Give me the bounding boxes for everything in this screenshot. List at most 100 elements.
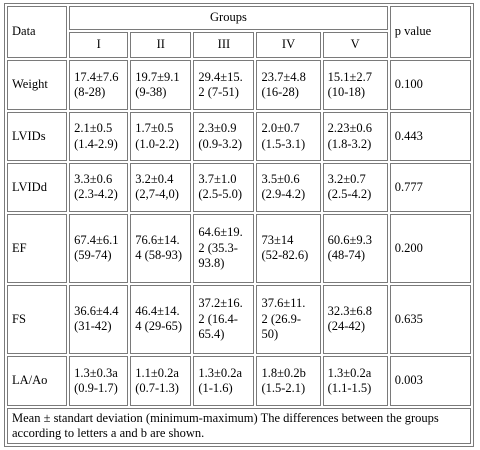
cell-line: (48-74) <box>327 248 366 263</box>
group-cell: 3.2±0.4 (2,7-4,0) <box>130 163 192 212</box>
cell-line: 29.4±15. <box>198 69 243 84</box>
group-cell: 37.6±11. 2 (26.9- 50) <box>256 284 321 354</box>
row-label: LA/Ao <box>7 355 68 407</box>
cell-line: 2.0±0.7 <box>261 121 300 136</box>
cell-line: 2 (26.9- <box>261 311 302 326</box>
cell-line: 1.1±0.2a <box>135 365 179 380</box>
row-label: LVIDs <box>7 112 68 162</box>
data-table: Data Groups p value I II III IV V Weight… <box>4 3 474 447</box>
cell-line: (52-82.6) <box>261 248 309 263</box>
cell-line: (1.8-3.2) <box>327 136 372 151</box>
group-cell: 3.5±0.6 (2.9-4.2) <box>256 163 321 212</box>
cell-line: (1.1-1.5) <box>327 381 372 396</box>
cell-line: 3.2±0.4 <box>135 171 174 186</box>
cell-line: (2.3-4.2) <box>74 187 118 202</box>
group-cell: 1.3±0.3a (0.9-1.7) <box>69 355 129 407</box>
group-cell: 73±14 (52-82.6) <box>256 213 321 283</box>
group-cell: 32.3±6.8 (24-42) <box>322 284 388 354</box>
cell-line: 93.8) <box>198 256 225 271</box>
cell-line: (0.9-3.2) <box>198 136 243 151</box>
group-cell: 2.1±0.5 (1.4-2.9) <box>69 112 129 162</box>
cell-line: (0.7-1.3) <box>135 381 179 396</box>
cell-line: 60.6±9.3 <box>327 232 372 247</box>
cell-line: (31-42) <box>74 319 112 334</box>
table-row: LVIDs 2.1±0.5 (1.4-2.9) 1.7±0.5 (1.0-2.2) 2.3… <box>7 112 471 162</box>
cell-line: 17.4±7.6 <box>74 69 119 84</box>
group-cell: 1.1±0.2a (0.7-1.3) <box>130 355 192 407</box>
cell-line: 2 (16.4- <box>198 311 238 326</box>
table-row: FS 36.6±4.4 (31-42) 46.4±14. 4 (29-65) 37.2±1… <box>7 284 471 354</box>
group-cell: 1.3±0.2a (1.1-1.5) <box>322 355 388 407</box>
cell-line: 37.6±11. <box>261 296 306 310</box>
header-groups: Groups <box>69 6 388 31</box>
cell-line: 36.6±4.4 <box>74 303 119 318</box>
cell-line: (10-18) <box>327 85 366 100</box>
group-cell: 2.0±0.7 (1.5-3.1) <box>256 112 321 162</box>
group-cell: 1.3±0.2a (1-1.6) <box>193 355 255 407</box>
cell-line: (59-74) <box>74 248 112 263</box>
cell-line: 64.6±19. <box>198 225 243 240</box>
cell-line: 65.4) <box>198 327 225 341</box>
cell-line: 37.2±16. <box>198 296 243 310</box>
row-label: FS <box>7 284 68 354</box>
cell-line: (1.5-2.1) <box>261 381 306 396</box>
cell-line: 1.3±0.2a <box>327 365 372 380</box>
cell-line: 1.8±0.2b <box>261 365 306 380</box>
group-cell: 17.4±7.6 (8-28) <box>69 59 129 111</box>
group-header-1: I <box>69 32 129 58</box>
p-value-cell: 0.003 <box>389 355 471 407</box>
group-cell: 36.6±4.4 (31-42) <box>69 284 129 354</box>
cell-line: 73±14 <box>261 232 294 247</box>
table-row: EF 67.4±6.1 (59-74) 76.6±14. 4 (58-93) 64.6±1… <box>7 213 471 283</box>
group-header-5: V <box>322 32 388 58</box>
cell-line: 2.1±0.5 <box>74 121 113 136</box>
cell-line: (1.4-2.9) <box>74 136 118 151</box>
cell-line: (8-28) <box>74 85 106 100</box>
cell-line: (2.5-5.0) <box>198 187 243 202</box>
cell-line: 3.3±0.6 <box>74 171 113 186</box>
cell-line: 4 (58-93) <box>135 248 183 263</box>
table-row: LA/Ao 1.3±0.3a (0.9-1.7) 1.1±0.2a (0.7-1.3) 1… <box>7 355 471 407</box>
cell-line: 50) <box>261 327 279 341</box>
cell-line: 23.7±4.8 <box>261 69 306 84</box>
cell-line: 2 (7-51) <box>198 85 239 100</box>
cell-line: (24-42) <box>327 319 366 334</box>
cell-line: (1.0-2.2) <box>135 136 179 151</box>
cell-line: (2.9-4.2) <box>261 187 306 202</box>
table-row: Weight 17.4±7.6 (8-28) 19.7±9.1 (9-38) 29.4±1… <box>7 59 471 111</box>
cell-line: 1.3±0.2a <box>198 365 243 380</box>
p-value-cell: 0.777 <box>389 163 471 212</box>
group-cell: 46.4±14. 4 (29-65) <box>130 284 192 354</box>
cell-line: 76.6±14. <box>135 232 180 247</box>
header-p-value: p value <box>389 6 471 58</box>
group-cell: 67.4±6.1 (59-74) <box>69 213 129 283</box>
group-cell: 2.3±0.9 (0.9-3.2) <box>193 112 255 162</box>
row-label: LVIDd <box>7 163 68 212</box>
cell-line: 1.7±0.5 <box>135 121 174 136</box>
group-cell: 2.23±0.6 (1.8-3.2) <box>322 112 388 162</box>
table-row: LVIDd 3.3±0.6 (2.3-4.2) 3.2±0.4 (2,7-4,0) 3.7… <box>7 163 471 212</box>
group-cell: 29.4±15. 2 (7-51) <box>193 59 255 111</box>
cell-line: (1.5-3.1) <box>261 136 306 151</box>
cell-line: 19.7±9.1 <box>135 69 180 84</box>
group-cell: 76.6±14. 4 (58-93) <box>130 213 192 283</box>
group-cell: 37.2±16. 2 (16.4- 65.4) <box>193 284 255 354</box>
cell-line: (9-38) <box>135 85 167 100</box>
cell-line: 4 (29-65) <box>135 319 183 334</box>
group-cell: 64.6±19. 2 (35.3- 93.8) <box>193 213 255 283</box>
group-header-2: II <box>130 32 192 58</box>
group-cell: 60.6±9.3 (48-74) <box>322 213 388 283</box>
cell-line: 1.3±0.3a <box>74 365 118 380</box>
p-value-cell: 0.443 <box>389 112 471 162</box>
cell-line: 2.23±0.6 <box>327 121 372 136</box>
header-data: Data <box>7 6 68 58</box>
cell-line: 3.2±0.7 <box>327 171 366 186</box>
group-cell: 3.2±0.7 (2.5-4.2) <box>322 163 388 212</box>
cell-line: 67.4±6.1 <box>74 232 119 247</box>
row-label: EF <box>7 213 68 283</box>
group-cell: 1.7±0.5 (1.0-2.2) <box>130 112 192 162</box>
cell-line: (0.9-1.7) <box>74 381 118 396</box>
p-value-cell: 0.200 <box>389 213 471 283</box>
cell-line: (2.5-4.2) <box>327 187 372 202</box>
p-value-cell: 0.635 <box>389 284 471 354</box>
